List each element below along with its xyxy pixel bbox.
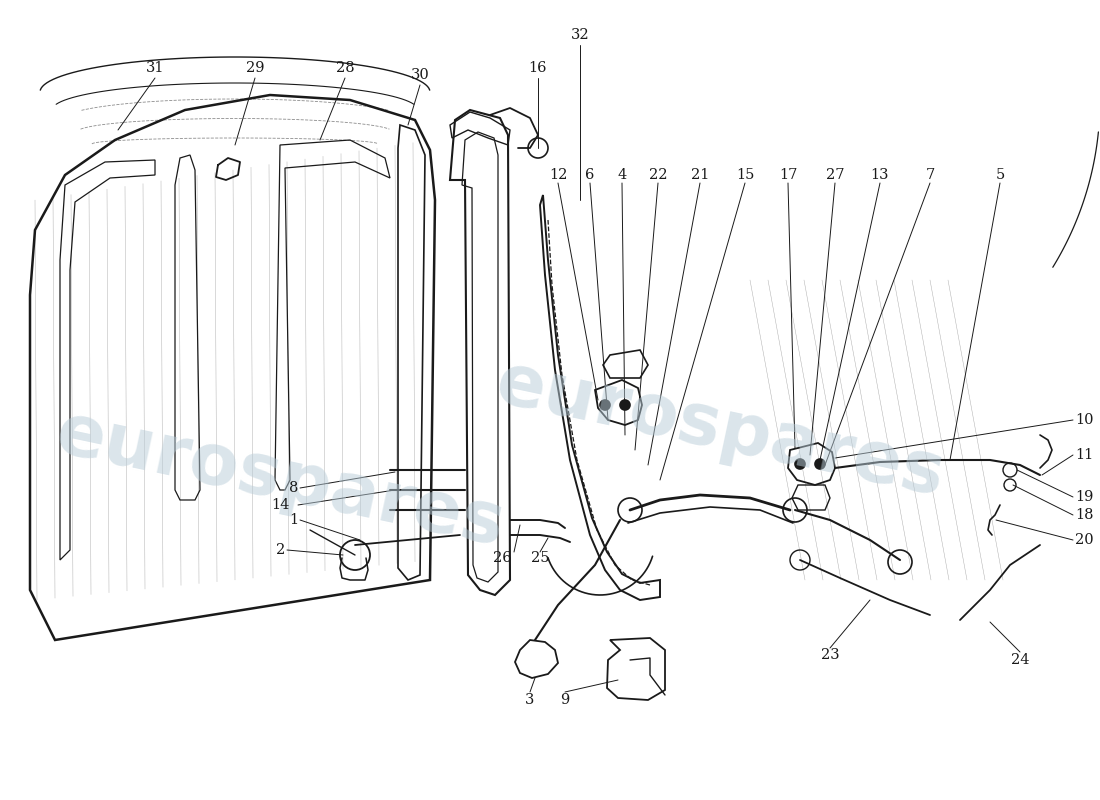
Text: 1: 1 <box>289 513 298 527</box>
Text: 24: 24 <box>1011 653 1030 667</box>
Text: 17: 17 <box>779 168 798 182</box>
Text: 20: 20 <box>1075 533 1093 547</box>
Text: 12: 12 <box>549 168 568 182</box>
Text: 13: 13 <box>871 168 889 182</box>
Text: 22: 22 <box>649 168 668 182</box>
Text: 7: 7 <box>925 168 935 182</box>
Text: 28: 28 <box>336 61 354 75</box>
Text: 11: 11 <box>1075 448 1093 462</box>
Circle shape <box>620 400 630 410</box>
Text: 23: 23 <box>821 648 839 662</box>
Text: 26: 26 <box>494 551 512 565</box>
Text: 29: 29 <box>245 61 264 75</box>
Circle shape <box>815 459 825 469</box>
Text: 30: 30 <box>410 68 429 82</box>
Text: 16: 16 <box>529 61 548 75</box>
Text: 32: 32 <box>571 28 590 42</box>
Text: 31: 31 <box>145 61 164 75</box>
Text: 8: 8 <box>288 481 298 495</box>
Text: 14: 14 <box>272 498 290 512</box>
Text: 5: 5 <box>996 168 1004 182</box>
Text: 21: 21 <box>691 168 710 182</box>
Text: 2: 2 <box>276 543 285 557</box>
Text: eurospares: eurospares <box>50 398 510 562</box>
Circle shape <box>600 400 610 410</box>
Text: 4: 4 <box>617 168 627 182</box>
Text: 6: 6 <box>585 168 595 182</box>
Circle shape <box>795 459 805 469</box>
Text: 19: 19 <box>1075 490 1093 504</box>
Text: 9: 9 <box>560 693 570 707</box>
Text: 25: 25 <box>530 551 549 565</box>
Text: 18: 18 <box>1075 508 1093 522</box>
Text: 27: 27 <box>826 168 845 182</box>
Text: 3: 3 <box>526 693 535 707</box>
Text: 10: 10 <box>1075 413 1093 427</box>
Text: eurospares: eurospares <box>490 349 950 511</box>
Text: 15: 15 <box>736 168 755 182</box>
